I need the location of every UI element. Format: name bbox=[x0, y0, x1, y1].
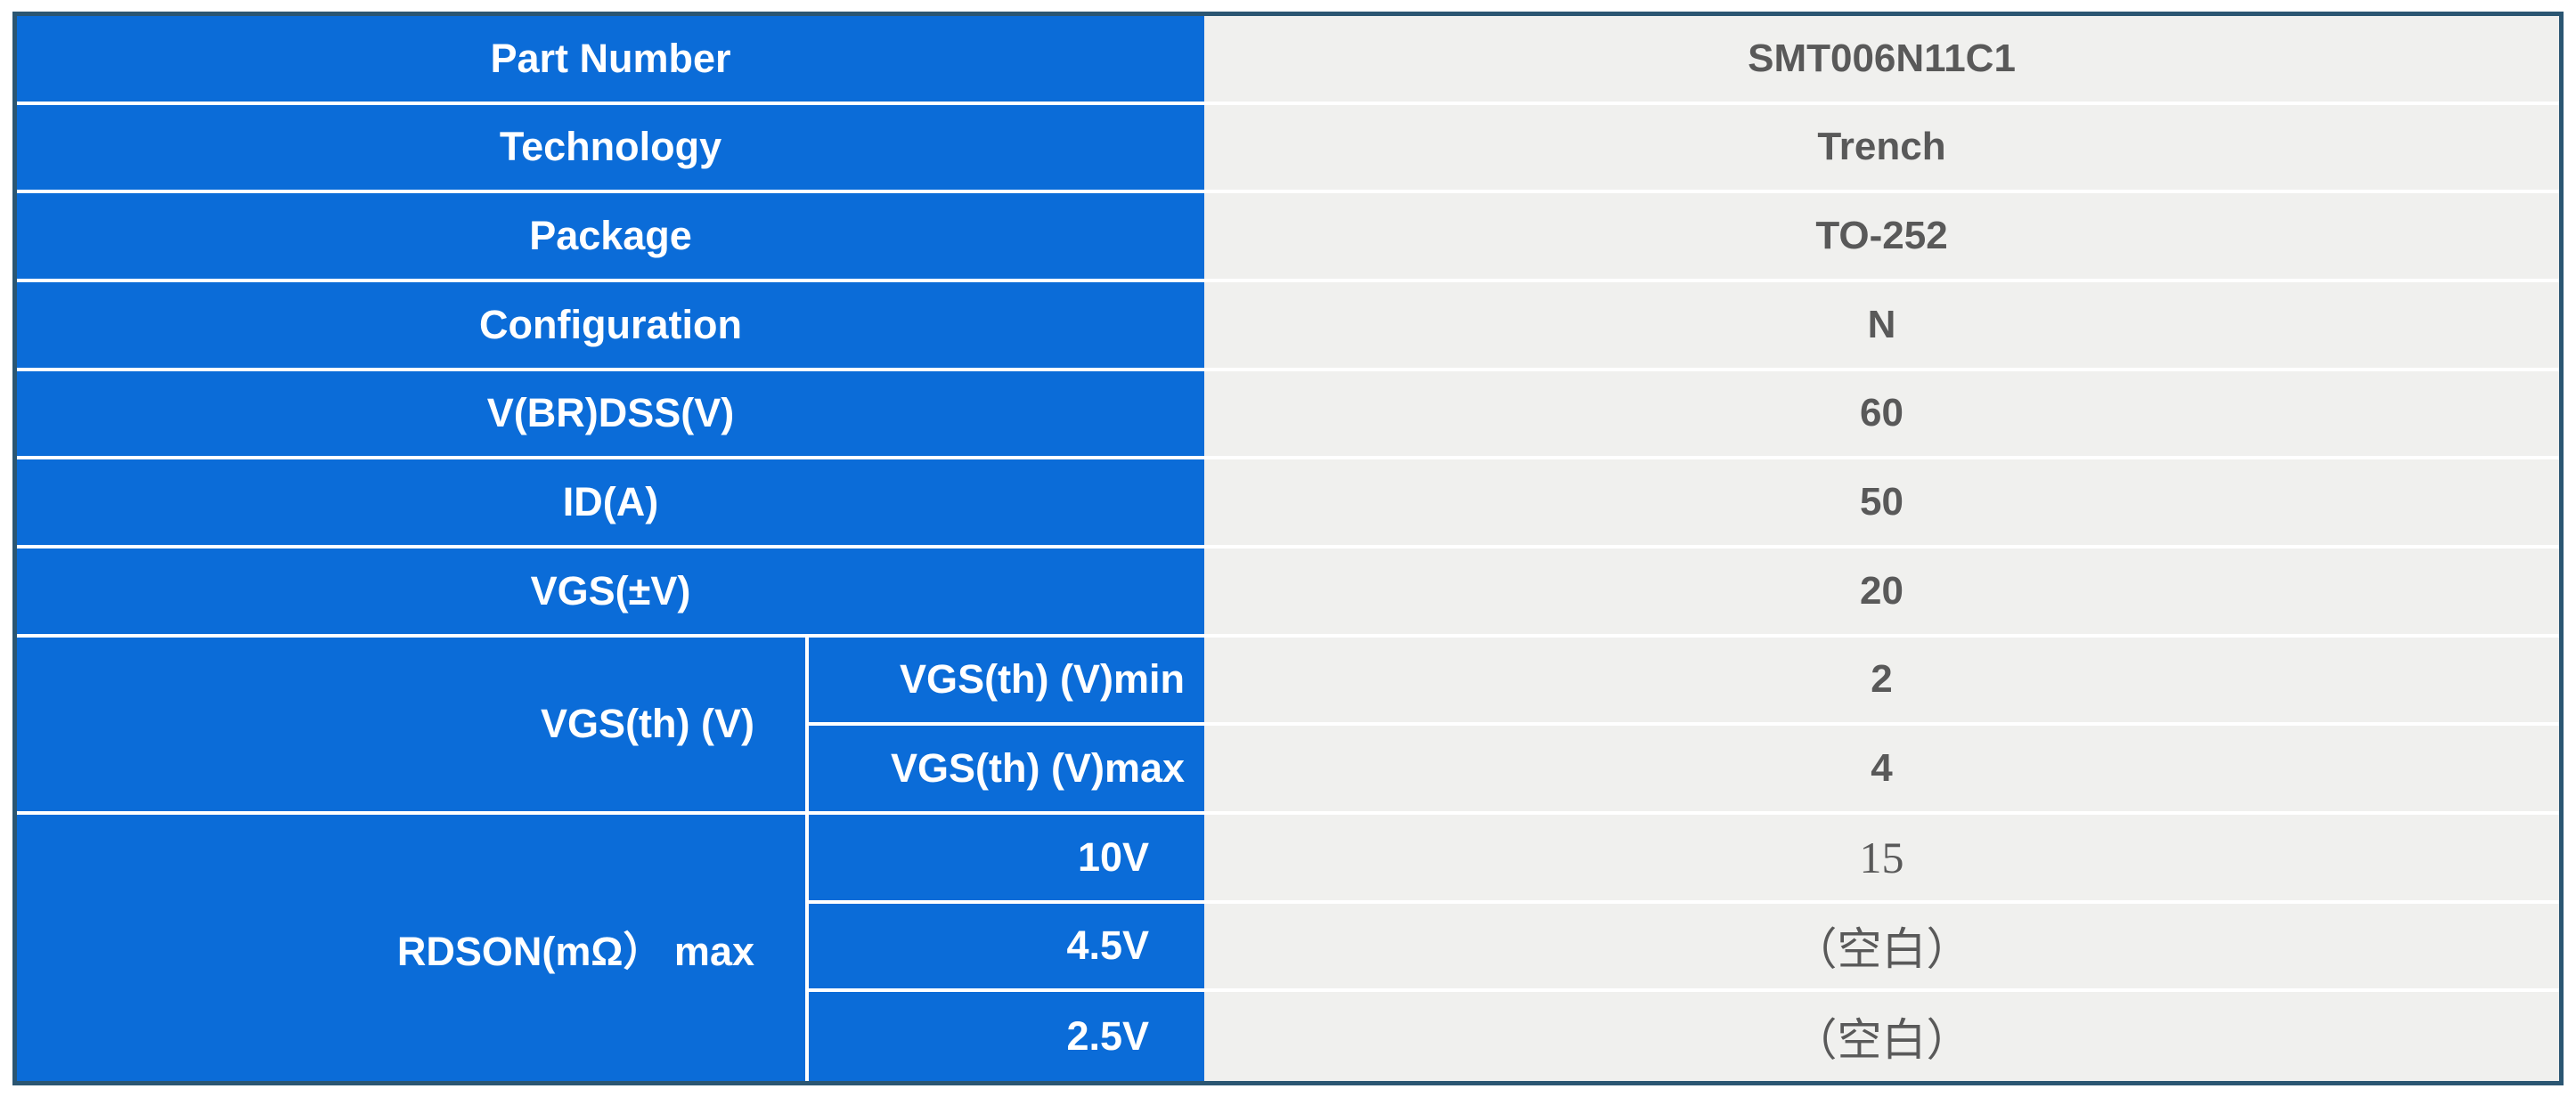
sub-label-cell: 4.5V bbox=[805, 903, 1205, 993]
spec-value-cell: 4 bbox=[1204, 726, 2559, 815]
spec-label-cell: V(BR)DSS(V) bbox=[17, 370, 1205, 460]
spec-value-cell: 60 bbox=[1204, 370, 2559, 460]
spec-value-cell: 2 bbox=[1204, 637, 2559, 727]
table-row: VGS(th) (V) VGS(th) (V)min 2 bbox=[17, 637, 2559, 815]
spec-table: Part Number SMT006N11C1 Technology Trenc… bbox=[12, 12, 2564, 1085]
table-row: ID(A) 50 bbox=[17, 459, 2559, 548]
sub-label-cell: 10V bbox=[805, 814, 1205, 904]
spec-value-cell: TO-252 bbox=[1204, 193, 2559, 282]
table-row: RDSON(mΩ） max 10V 15 bbox=[17, 814, 2559, 1081]
sub-label-cell: VGS(th) (V)min bbox=[805, 637, 1205, 727]
spec-table-grid: Part Number SMT006N11C1 Technology Trenc… bbox=[17, 16, 2559, 1081]
table-row: Technology Trench bbox=[17, 104, 2559, 194]
spec-label-cell: VGS(±V) bbox=[17, 548, 1205, 638]
table-row: Part Number SMT006N11C1 bbox=[17, 16, 2559, 105]
table-row: Configuration N bbox=[17, 281, 2559, 371]
spec-value-cell: Trench bbox=[1204, 104, 2559, 194]
spec-label-cell: Package bbox=[17, 193, 1205, 282]
spec-value-cell: （空白） bbox=[1204, 903, 2559, 993]
table-row: VGS(±V) 20 bbox=[17, 548, 2559, 638]
sub-label-cell: VGS(th) (V)max bbox=[805, 726, 1205, 815]
spec-label-cell: Technology bbox=[17, 104, 1205, 194]
table-row: VGS(th) (V)max 4 bbox=[17, 726, 2559, 815]
sub-label-cell: 2.5V bbox=[805, 992, 1205, 1081]
table-row: V(BR)DSS(V) 60 bbox=[17, 370, 2559, 460]
spec-value-cell: 50 bbox=[1204, 459, 2559, 548]
spec-label-cell: Part Number bbox=[17, 16, 1205, 105]
spec-label-cell: Configuration bbox=[17, 281, 1205, 371]
spec-value-cell: SMT006N11C1 bbox=[1204, 16, 2559, 105]
table-row: 2.5V （空白） bbox=[17, 992, 2559, 1081]
spec-value-cell: 15 bbox=[1204, 814, 2559, 904]
group-label-cell: VGS(th) (V) bbox=[17, 637, 805, 815]
spec-value-cell: （空白） bbox=[1204, 992, 2559, 1081]
group-label-cell: RDSON(mΩ） max bbox=[17, 814, 805, 1081]
spec-value-cell: N bbox=[1204, 281, 2559, 371]
spec-label-cell: ID(A) bbox=[17, 459, 1205, 548]
table-row: 4.5V （空白） bbox=[17, 903, 2559, 993]
table-row: Package TO-252 bbox=[17, 193, 2559, 282]
spec-value-cell: 20 bbox=[1204, 548, 2559, 638]
